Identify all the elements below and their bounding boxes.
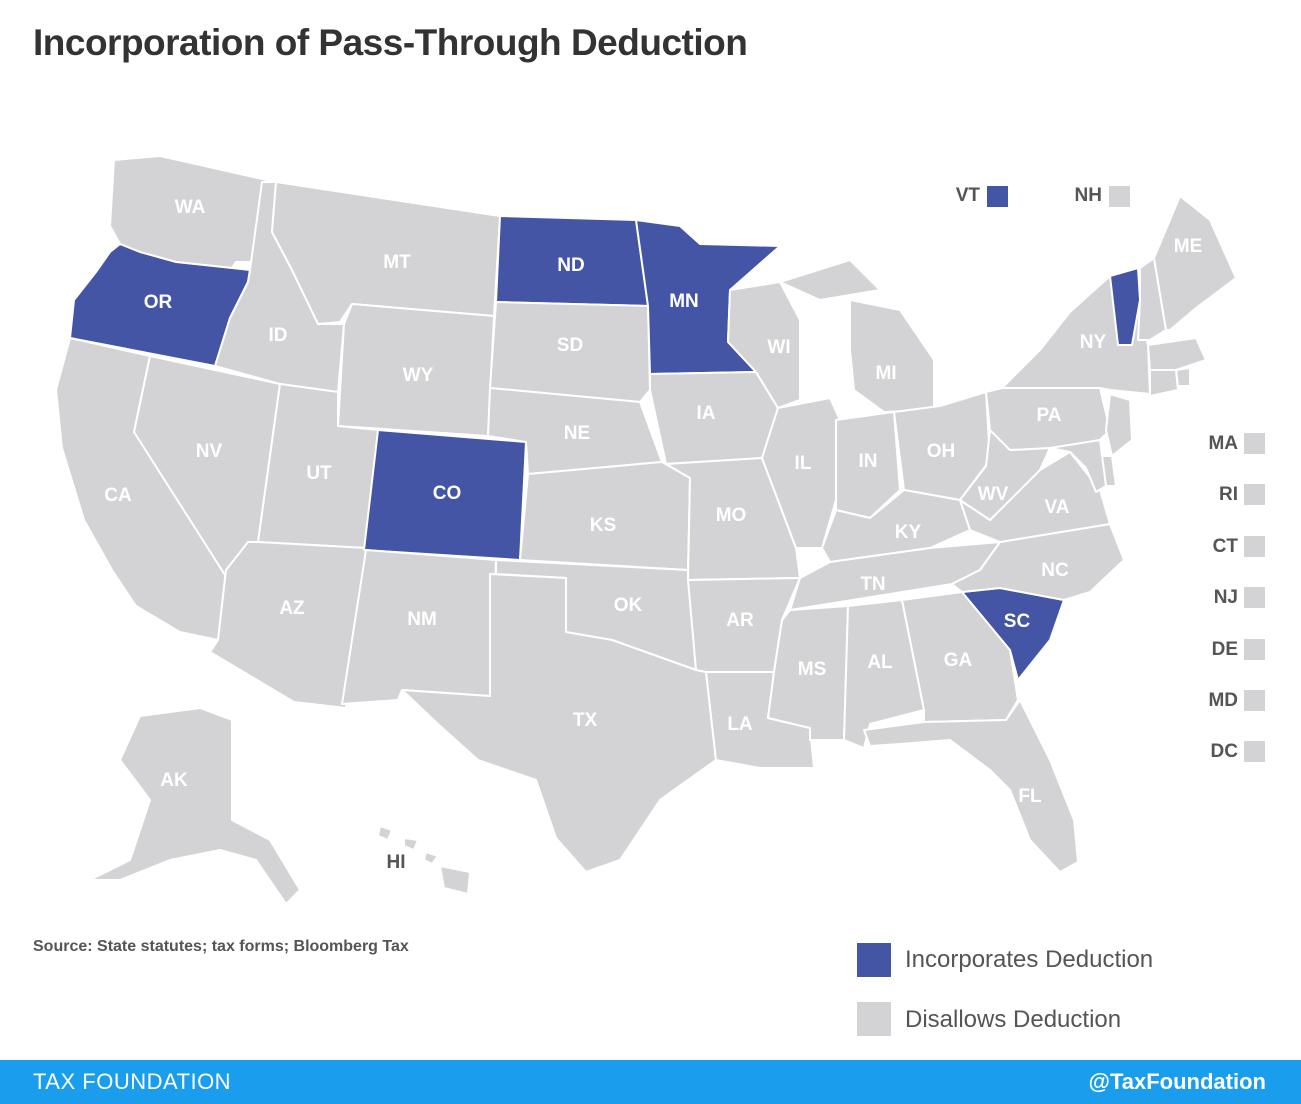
map-label-WA: WA	[175, 197, 206, 218]
map-label-ID: ID	[269, 325, 288, 346]
state-label-NJ: NJ	[1213, 587, 1238, 608]
state-box-VT[interactable]	[987, 186, 1008, 207]
map-label-AR: AR	[726, 610, 754, 631]
footer-handle[interactable]: @TaxFoundation	[1088, 1069, 1266, 1094]
map-label-AZ: AZ	[279, 598, 305, 619]
page-title: Incorporation of Pass-Through Deduction	[33, 22, 748, 63]
state-IL[interactable]	[761, 397, 841, 549]
state-AZ[interactable]	[209, 541, 367, 709]
state-TX[interactable]	[401, 573, 717, 873]
map-label-CO: CO	[433, 483, 462, 504]
state-label-VT: VT	[955, 185, 980, 206]
state-HI[interactable]	[377, 825, 471, 895]
map-label-IA: IA	[697, 403, 716, 424]
legend-swatch-incorporates	[857, 943, 891, 977]
map-label-FL: FL	[1018, 786, 1042, 807]
map-label-AL: AL	[867, 652, 893, 673]
state-MI[interactable]	[779, 259, 935, 413]
legend-label-disallows: Disallows Deduction	[905, 1006, 1122, 1033]
map-label-MT: MT	[383, 252, 411, 273]
source-note: Source: State statutes; tax forms; Bloom…	[33, 938, 409, 955]
state-box-CT[interactable]	[1244, 536, 1265, 557]
map-label-TX: TX	[573, 710, 598, 731]
state-box-DC[interactable]	[1244, 741, 1265, 762]
map-label-OR: OR	[144, 292, 173, 313]
state-MA[interactable]	[1147, 337, 1207, 371]
state-box-NJ[interactable]	[1244, 587, 1265, 608]
state-box-NH[interactable]	[1109, 186, 1130, 207]
map-label-AK: AK	[160, 770, 188, 791]
map-label-CA: CA	[104, 485, 132, 506]
map-label-UT: UT	[306, 463, 332, 484]
state-AK[interactable]	[89, 707, 301, 905]
state-CT[interactable]	[1149, 369, 1179, 397]
map-label-NY: NY	[1080, 332, 1107, 353]
map-label-SC: SC	[1004, 611, 1031, 632]
legend-label-incorporates: Incorporates Deduction	[905, 946, 1154, 973]
map-label-OH: OH	[927, 441, 956, 462]
map-label-IL: IL	[795, 453, 812, 474]
map-label-NE: NE	[564, 423, 590, 444]
map-label-PA: PA	[1037, 405, 1062, 426]
state-label-RI: RI	[1219, 484, 1238, 505]
state-label-MD: MD	[1208, 690, 1238, 711]
map-label-ND: ND	[557, 255, 584, 276]
map-label-KY: KY	[895, 522, 922, 543]
state-label-DC: DC	[1210, 741, 1238, 762]
state-WI[interactable]	[727, 281, 801, 409]
map-label-OK: OK	[614, 595, 643, 616]
map-label-TN: TN	[860, 574, 885, 595]
state-box-RI[interactable]	[1244, 484, 1265, 505]
state-box-MA[interactable]	[1244, 433, 1265, 454]
map-label-MO: MO	[716, 505, 747, 526]
state-IN[interactable]	[835, 411, 901, 519]
map-label-IN: IN	[859, 451, 878, 472]
map-label-WI: WI	[767, 337, 790, 358]
map-label-ME: ME	[1174, 236, 1203, 257]
state-box-DE[interactable]	[1244, 639, 1265, 660]
map-label-LA: LA	[727, 714, 753, 735]
map-label-MS: MS	[798, 659, 827, 680]
state-ME[interactable]	[1153, 195, 1237, 331]
map-label-NV: NV	[196, 441, 223, 462]
state-label-CT: CT	[1212, 536, 1238, 557]
state-SD[interactable]	[489, 301, 651, 403]
footer-brand: TAX FOUNDATION	[33, 1069, 232, 1094]
state-MD[interactable]	[1049, 439, 1107, 493]
footer-bar: TAX FOUNDATION @TaxFoundation	[0, 1060, 1301, 1104]
state-FL[interactable]	[863, 699, 1079, 873]
state-VT[interactable]	[1109, 267, 1141, 346]
map-label-SD: SD	[557, 335, 583, 356]
map-label-KS: KS	[590, 515, 616, 536]
state-label-NH: NH	[1074, 185, 1102, 206]
state-NC[interactable]	[951, 523, 1125, 601]
state-label-DE: DE	[1211, 639, 1238, 660]
legend-swatch-disallows	[857, 1002, 891, 1036]
map-label-NM: NM	[407, 609, 437, 630]
state-label-MA: MA	[1208, 433, 1238, 454]
map-label-MI: MI	[875, 363, 896, 384]
map-label-VA: VA	[1045, 497, 1070, 518]
state-NJ[interactable]	[1105, 393, 1133, 457]
map-label-GA: GA	[944, 650, 973, 671]
map-label-MN: MN	[669, 291, 699, 312]
map-label-WV: WV	[978, 484, 1009, 505]
state-WY[interactable]	[337, 303, 495, 437]
map-label-NC: NC	[1041, 560, 1069, 581]
map-label-WY: WY	[403, 365, 434, 386]
us-map: WA OR CA NV ID MT WY UT AZ CO NM ND SD NE KS OK TX MN IA MO…	[55, 155, 1237, 905]
map-label-HI: HI	[387, 852, 406, 873]
state-box-MD[interactable]	[1244, 690, 1265, 711]
